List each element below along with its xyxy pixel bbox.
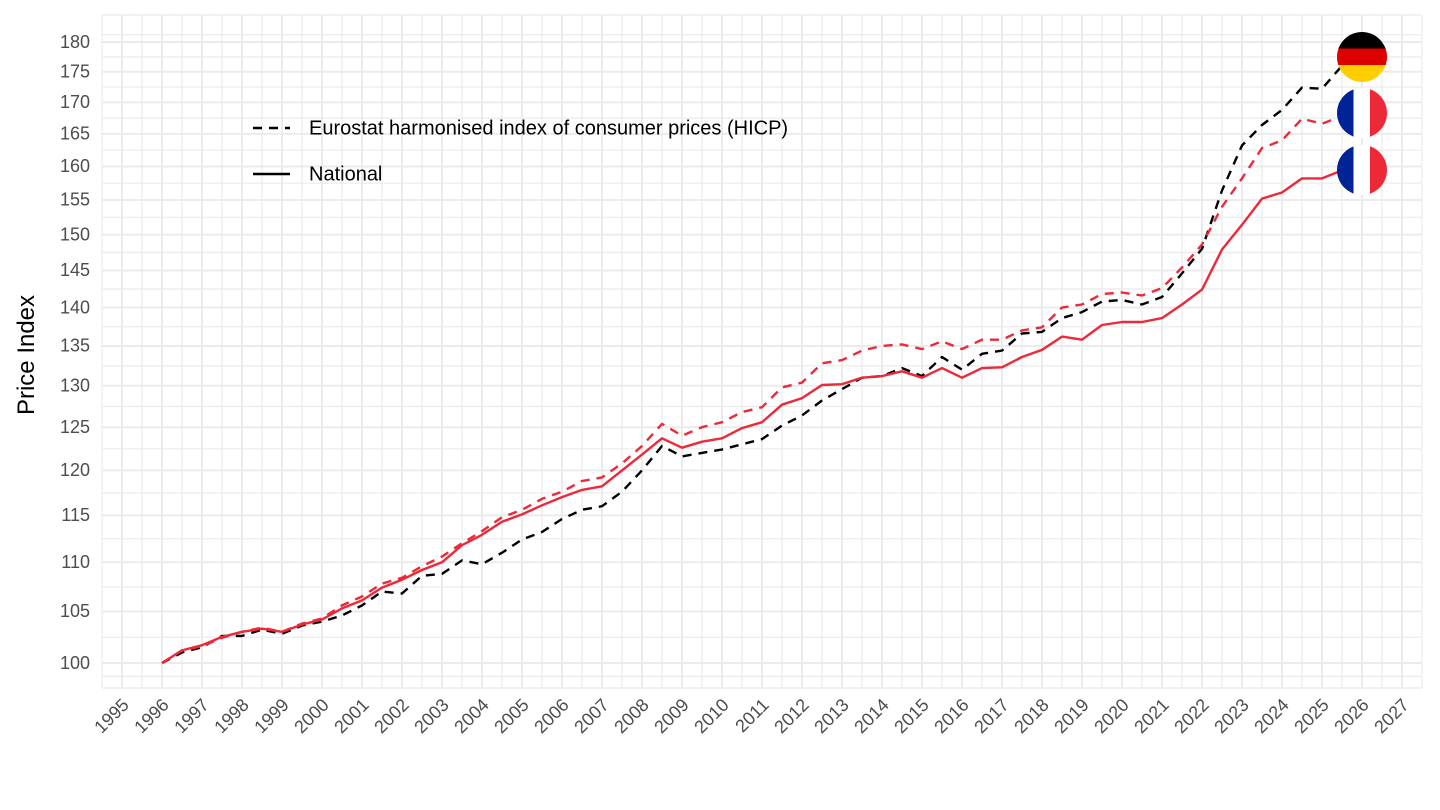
y-tick-label: 115: [61, 505, 90, 525]
x-tick-label: 2023: [1210, 695, 1252, 737]
germany-flag-icon: [1337, 32, 1387, 82]
x-tick-label: 2013: [810, 695, 852, 737]
france-flag-icon: [1337, 88, 1387, 138]
x-tick-label: 2019: [1050, 695, 1092, 737]
france-flag-icon: [1337, 145, 1387, 195]
series-line-germany-hicp: [161, 52, 1363, 665]
series-lines: [161, 52, 1363, 665]
x-tick-label: 2011: [731, 695, 773, 737]
x-axis-ticks: 1995199619971998199920002001200220032004…: [90, 695, 1412, 737]
x-tick-label: 2000: [290, 695, 332, 737]
x-tick-label: 2015: [890, 695, 932, 737]
x-tick-label: 2018: [1010, 695, 1052, 737]
x-tick-label: 1998: [210, 695, 252, 737]
x-tick-label: 2007: [570, 695, 612, 737]
x-tick-label: 2020: [1090, 695, 1132, 737]
y-tick-label: 110: [61, 552, 90, 572]
series-line-france-national: [161, 163, 1363, 665]
series-line-france-hicp: [161, 111, 1363, 665]
end-markers: [1337, 32, 1387, 195]
x-tick-label: 2004: [450, 695, 492, 737]
y-tick-label: 155: [60, 190, 90, 210]
x-tick-label: 1996: [130, 695, 172, 737]
y-tick-label: 140: [60, 297, 90, 317]
y-tick-label: 165: [60, 124, 90, 144]
x-tick-label: 2005: [490, 695, 532, 737]
legend-label-national: National: [309, 163, 382, 185]
y-tick-label: 100: [60, 653, 90, 673]
y-tick-label: 170: [60, 92, 90, 112]
y-tick-label: 160: [60, 156, 90, 176]
x-tick-label: 2010: [690, 695, 732, 737]
x-tick-label: 1997: [170, 695, 212, 737]
x-tick-label: 2025: [1290, 695, 1332, 737]
x-tick-label: 2024: [1250, 695, 1292, 737]
x-tick-label: 1995: [90, 695, 132, 737]
x-tick-label: 2022: [1170, 695, 1212, 737]
legend-label-hicp: Eurostat harmonised index of consumer pr…: [309, 117, 788, 139]
x-tick-label: 2012: [770, 695, 812, 737]
x-tick-label: 2026: [1330, 695, 1372, 737]
x-tick-label: 2006: [530, 695, 572, 737]
gridlines: [101, 14, 1423, 689]
x-tick-label: 2014: [850, 695, 892, 737]
x-tick-label: 2027: [1370, 695, 1412, 737]
y-tick-label: 180: [60, 32, 90, 52]
x-tick-label: 2001: [330, 695, 372, 737]
x-tick-label: 2008: [610, 695, 652, 737]
y-tick-label: 120: [60, 460, 90, 480]
y-tick-label: 130: [60, 376, 90, 396]
y-axis-ticks: 100 105 110 115 120 125 130 135 140 145 150 155 160 1…: [60, 32, 90, 673]
x-tick-label: 1999: [250, 695, 292, 737]
x-tick-label: 2009: [650, 695, 692, 737]
x-tick-label: 2003: [410, 695, 452, 737]
y-tick-label: 135: [60, 336, 90, 356]
y-tick-label: 125: [60, 417, 90, 437]
y-tick-label: 150: [60, 224, 90, 244]
x-tick-label: 2016: [930, 695, 972, 737]
x-tick-label: 2017: [970, 695, 1012, 737]
y-tick-label: 175: [60, 62, 90, 82]
y-axis-label: Price Index: [13, 295, 40, 415]
x-tick-label: 2021: [1130, 695, 1172, 737]
y-tick-label: 105: [60, 601, 90, 621]
legend: Eurostat harmonised index of consumer pr…: [253, 117, 788, 185]
y-tick-label: 145: [60, 260, 90, 280]
x-tick-label: 2002: [370, 695, 412, 737]
